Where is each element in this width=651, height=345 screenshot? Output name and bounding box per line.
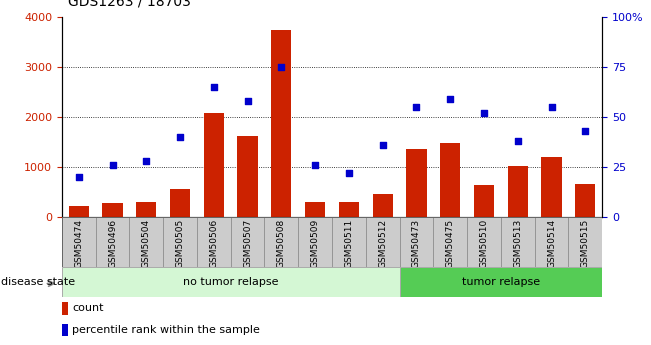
Bar [339,202,359,217]
Point [310,162,320,168]
Text: GSM50514: GSM50514 [547,219,556,268]
Bar [332,217,366,267]
Text: GSM50510: GSM50510 [480,219,488,268]
Point [242,99,253,104]
Bar [366,217,400,267]
Point [74,175,84,180]
Bar [400,217,434,267]
Bar [474,185,494,217]
Bar [130,217,163,267]
Bar [62,302,68,315]
Bar [62,324,68,336]
Text: count: count [72,303,104,313]
Bar [575,184,596,217]
Bar [62,217,96,267]
Text: GSM50504: GSM50504 [142,219,151,268]
Point [107,162,118,168]
Text: GDS1263 / 18703: GDS1263 / 18703 [68,0,191,9]
Text: GSM50506: GSM50506 [210,219,218,268]
Bar [197,217,230,267]
Bar [230,217,264,267]
Text: GSM50474: GSM50474 [74,219,83,268]
Point [478,110,489,116]
Bar [163,217,197,267]
Bar [305,202,326,217]
Text: GSM50475: GSM50475 [446,219,454,268]
Bar [136,202,156,217]
Point [546,105,557,110]
Bar [238,136,258,217]
Bar [271,30,292,217]
Text: GSM50512: GSM50512 [378,219,387,268]
Text: GSM50496: GSM50496 [108,219,117,268]
Bar [508,166,528,217]
Bar [102,203,122,217]
Bar [264,217,298,267]
Text: GSM50505: GSM50505 [176,219,184,268]
Point [276,65,286,70]
Text: GSM50508: GSM50508 [277,219,286,268]
Bar [68,206,89,217]
Point [141,159,152,164]
Bar [372,194,393,217]
Bar [400,267,602,297]
Text: GSM50513: GSM50513 [513,219,522,268]
Point [344,170,354,176]
Point [175,135,186,140]
Bar [501,217,534,267]
Text: tumor relapse: tumor relapse [462,277,540,287]
Bar [542,157,562,217]
Bar [434,217,467,267]
Bar [170,189,190,217]
Point [445,97,456,102]
Point [411,105,422,110]
Point [512,139,523,144]
Bar [568,217,602,267]
Bar [204,113,224,217]
Text: disease state: disease state [1,277,75,287]
Bar [96,217,130,267]
Point [580,129,590,134]
Bar [467,217,501,267]
Bar [440,143,460,217]
Text: GSM50515: GSM50515 [581,219,590,268]
Bar [62,267,400,297]
Text: GSM50473: GSM50473 [412,219,421,268]
Text: GSM50511: GSM50511 [344,219,353,268]
Text: percentile rank within the sample: percentile rank within the sample [72,325,260,335]
Text: GSM50507: GSM50507 [243,219,252,268]
Text: no tumor relapse: no tumor relapse [183,277,279,287]
Bar [406,149,426,217]
Point [378,142,388,148]
Point [208,85,219,90]
Bar [534,217,568,267]
Bar [298,217,332,267]
Text: GSM50509: GSM50509 [311,219,320,268]
